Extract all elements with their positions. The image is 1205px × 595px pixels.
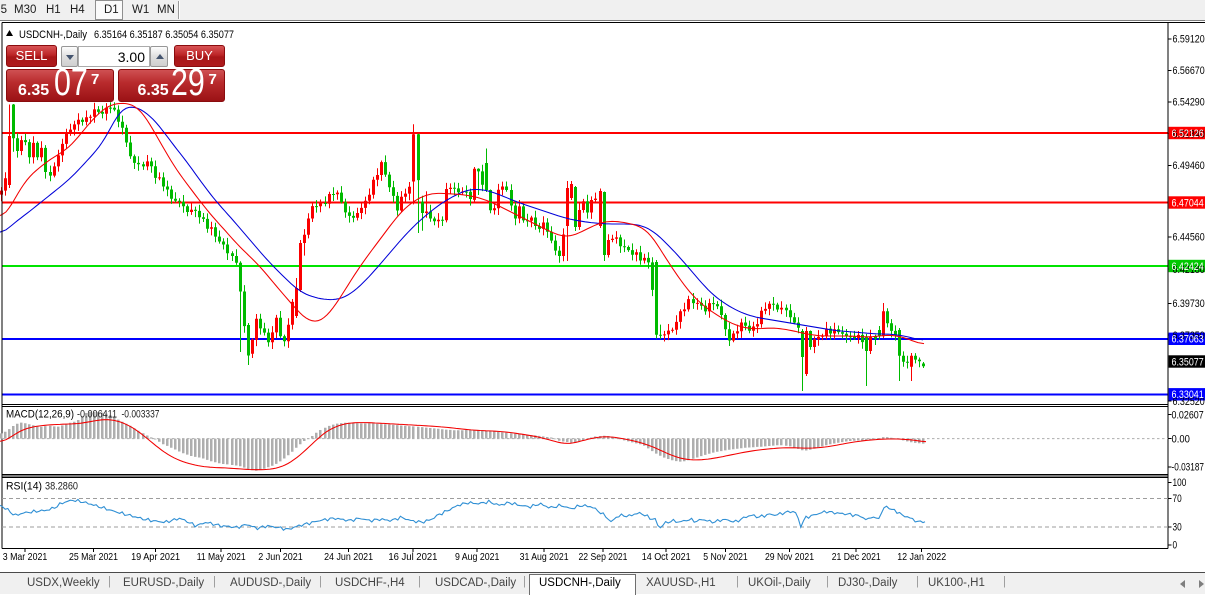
svg-text:6.52126: 6.52126 <box>1172 128 1204 140</box>
svg-text:31 Aug 2021: 31 Aug 2021 <box>520 552 569 563</box>
svg-text:38.2860: 38.2860 <box>45 481 78 493</box>
svg-text:6.39730: 6.39730 <box>1173 298 1205 310</box>
svg-text:12 Jan 2022: 12 Jan 2022 <box>897 552 946 563</box>
svg-text:6.47044: 6.47044 <box>1172 197 1204 209</box>
svg-text:RSI(14): RSI(14) <box>6 481 42 493</box>
svg-text:5 Nov 2021: 5 Nov 2021 <box>703 552 748 563</box>
svg-text:0: 0 <box>1173 540 1178 552</box>
svg-text:-0.003337: -0.003337 <box>122 409 160 421</box>
svg-text:-0.03187: -0.03187 <box>1172 462 1205 474</box>
svg-text:6.33041: 6.33041 <box>1172 389 1204 401</box>
svg-text:6.42424: 6.42424 <box>1172 261 1204 273</box>
svg-text:100: 100 <box>1173 477 1187 489</box>
svg-text:22 Sep 2021: 22 Sep 2021 <box>579 552 628 563</box>
svg-text:6.49460: 6.49460 <box>1173 160 1205 172</box>
svg-text:-0.006411: -0.006411 <box>77 409 117 421</box>
svg-text:2 Jun 2021: 2 Jun 2021 <box>258 552 303 563</box>
svg-text:14 Oct 2021: 14 Oct 2021 <box>642 552 691 563</box>
svg-text:6.42180: 6.42180 <box>1173 264 1205 276</box>
svg-text:6.35077: 6.35077 <box>1172 356 1204 368</box>
svg-text:29 Nov 2021: 29 Nov 2021 <box>765 552 814 563</box>
svg-text:6.44560: 6.44560 <box>1173 232 1205 244</box>
svg-text:6.32520: 6.32520 <box>1173 396 1205 408</box>
svg-text:3 Mar 2021: 3 Mar 2021 <box>3 552 48 563</box>
svg-text:6.59120: 6.59120 <box>1173 34 1205 46</box>
svg-text:25 Mar 2021: 25 Mar 2021 <box>69 552 118 563</box>
svg-text:70: 70 <box>1173 493 1182 505</box>
svg-text:6.54290: 6.54290 <box>1173 97 1205 109</box>
svg-text:24 Jun 2021: 24 Jun 2021 <box>324 552 373 563</box>
svg-text:11 May 2021: 11 May 2021 <box>197 552 246 563</box>
svg-text:6.37063: 6.37063 <box>1172 334 1204 346</box>
svg-text:19 Apr 2021: 19 Apr 2021 <box>131 552 180 563</box>
svg-text:21 Dec 2021: 21 Dec 2021 <box>832 552 881 563</box>
svg-text:9 Aug 2021: 9 Aug 2021 <box>455 552 500 563</box>
svg-text:16 Jul 2021: 16 Jul 2021 <box>388 552 437 563</box>
svg-text:6.51840: 6.51840 <box>1173 128 1205 140</box>
svg-text:0.00: 0.00 <box>1172 433 1190 445</box>
svg-text:6.37350: 6.37350 <box>1173 330 1205 342</box>
svg-text:30: 30 <box>1173 522 1182 534</box>
svg-text:USDCNH-,Daily: USDCNH-,Daily <box>19 29 87 41</box>
svg-text:6.35164 6.35187 6.35054 6.3507: 6.35164 6.35187 6.35054 6.35077 <box>94 29 234 41</box>
svg-text:MACD(12,26,9): MACD(12,26,9) <box>6 409 74 421</box>
svg-text:0.02607: 0.02607 <box>1172 409 1204 421</box>
svg-text:6.56670: 6.56670 <box>1173 65 1205 77</box>
